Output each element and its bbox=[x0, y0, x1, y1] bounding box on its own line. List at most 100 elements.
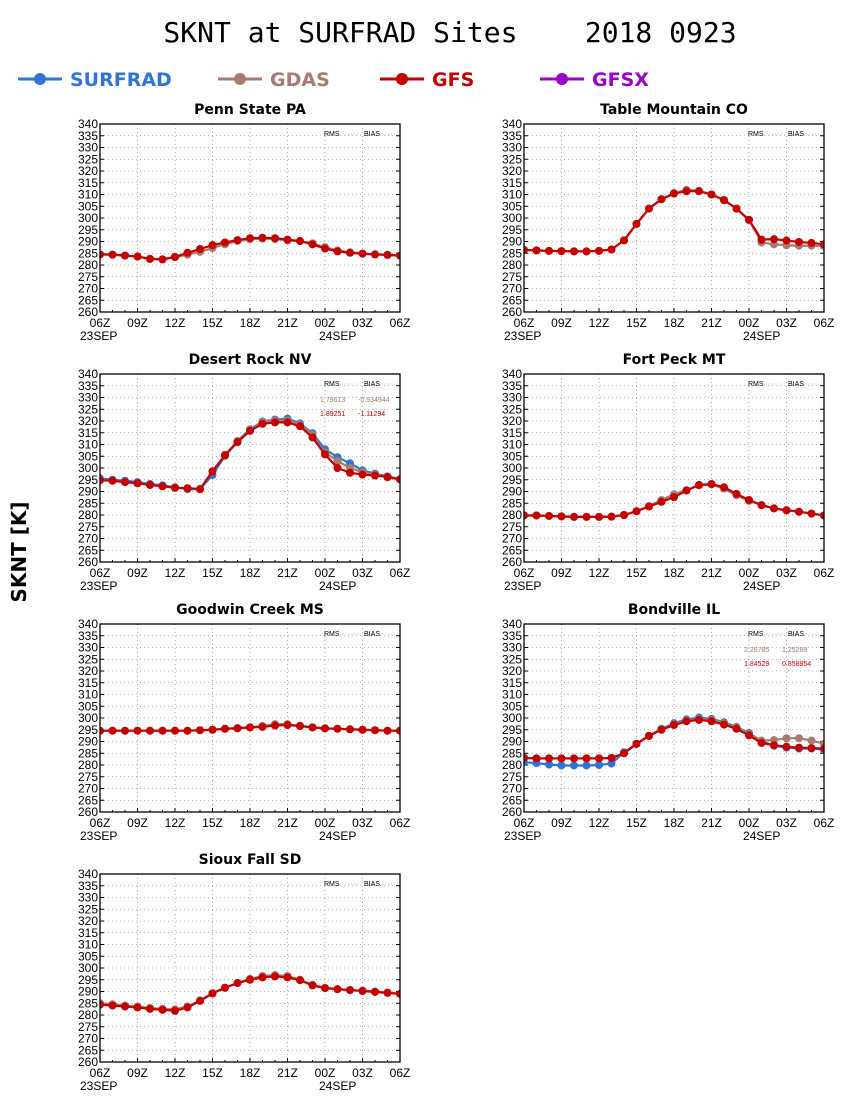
y-tick-label: 310 bbox=[78, 688, 98, 702]
y-tick-label: 305 bbox=[78, 949, 98, 963]
y-tick-label: 285 bbox=[78, 496, 98, 510]
data-point-gfs bbox=[171, 1006, 179, 1015]
data-point-gfs bbox=[100, 476, 104, 485]
panel-title: Penn State PA bbox=[194, 102, 306, 118]
y-tick-label: 270 bbox=[502, 782, 522, 796]
date-label: 23SEP bbox=[80, 329, 117, 343]
data-point-gfs bbox=[358, 987, 367, 996]
x-tick-label: 06Z bbox=[390, 1066, 411, 1080]
y-tick-label: 340 bbox=[78, 617, 98, 631]
data-point-gfs bbox=[682, 187, 691, 196]
data-point-gfs bbox=[246, 975, 254, 984]
x-tick-label: 12Z bbox=[165, 566, 186, 580]
data-point-gfs bbox=[271, 418, 279, 427]
plot-frame bbox=[523, 373, 825, 563]
x-tick-label: 06Z bbox=[90, 316, 111, 330]
data-point-gfs bbox=[632, 219, 641, 228]
data-point-gfs bbox=[545, 511, 553, 520]
data-point-gfs bbox=[283, 235, 292, 244]
data-point-gfs bbox=[146, 726, 154, 735]
data-point-gfs bbox=[582, 512, 591, 521]
panel-penn-state-pa: Penn State PA 260265270275280285290295300… bbox=[78, 102, 410, 343]
data-point-gfs bbox=[524, 753, 528, 762]
x-tick-label: 03Z bbox=[352, 1066, 373, 1080]
data-point-gfs bbox=[108, 1001, 117, 1010]
stats-bias-value: -0.934944 bbox=[358, 397, 390, 404]
plot-frame bbox=[99, 373, 401, 563]
data-point-gfs bbox=[371, 726, 379, 735]
x-tick-label: 03Z bbox=[352, 316, 373, 330]
x-tick-label: 18Z bbox=[240, 1066, 261, 1080]
y-tick-label: 335 bbox=[78, 629, 98, 643]
y-tick-label: 320 bbox=[78, 414, 98, 428]
y-tick-label: 260 bbox=[78, 805, 98, 819]
y-tick-label: 315 bbox=[502, 176, 522, 190]
y-tick-label: 310 bbox=[502, 188, 522, 202]
y-tick-label: 275 bbox=[502, 270, 522, 284]
x-tick-label: 12Z bbox=[165, 816, 186, 830]
x-tick-label: 00Z bbox=[315, 566, 336, 580]
y-tick-label: 300 bbox=[78, 461, 98, 475]
x-tick-label: 15Z bbox=[202, 1066, 223, 1080]
panel-fort-peck-mt: Fort Peck MT2602652702752802852902953003… bbox=[502, 352, 834, 593]
data-point-gfs bbox=[657, 195, 666, 204]
x-tick-label: 09Z bbox=[127, 316, 148, 330]
data-point-gfs bbox=[146, 254, 154, 263]
panel-sioux-fall-sd: Sioux Fall SD 260265270275280285290295300… bbox=[78, 852, 410, 1093]
data-point-gfs bbox=[196, 996, 204, 1005]
data-point-gfs bbox=[308, 981, 317, 990]
data-point-gfs bbox=[283, 418, 292, 427]
data-point-gfs bbox=[557, 512, 566, 521]
data-point-gfs bbox=[620, 236, 628, 245]
panel-title: Sioux Fall SD bbox=[199, 852, 302, 868]
data-point-gfs bbox=[820, 240, 824, 249]
y-tick-label: 325 bbox=[502, 152, 522, 166]
stats-bias-header: BIAS bbox=[788, 631, 804, 638]
x-tick-label: 21Z bbox=[701, 566, 722, 580]
data-point-gfs bbox=[570, 247, 578, 256]
x-tick-label: 09Z bbox=[127, 816, 148, 830]
y-tick-label: 335 bbox=[78, 879, 98, 893]
data-point-gfs bbox=[383, 250, 392, 259]
data-point-gfs bbox=[121, 1002, 129, 1011]
data-point-gfs bbox=[695, 187, 703, 196]
data-point-gfs bbox=[632, 507, 641, 516]
x-tick-label: 15Z bbox=[202, 816, 223, 830]
x-tick-label: 09Z bbox=[551, 816, 572, 830]
y-tick-label: 315 bbox=[502, 676, 522, 690]
x-tick-label: 09Z bbox=[127, 1066, 148, 1080]
series-group bbox=[100, 720, 400, 735]
x-tick-label: 06Z bbox=[390, 816, 411, 830]
y-tick-label: 285 bbox=[78, 746, 98, 760]
legend-label: GFSX bbox=[592, 69, 649, 91]
date-label: 23SEP bbox=[504, 579, 541, 593]
legend-marker bbox=[34, 73, 46, 85]
stats-rms-value: 1.89251 bbox=[320, 411, 345, 418]
y-tick-label: 270 bbox=[502, 532, 522, 546]
panel-title: Goodwin Creek MS bbox=[176, 602, 324, 618]
data-point-gfs bbox=[333, 724, 342, 733]
data-point-gfs bbox=[171, 726, 179, 735]
y-tick-label: 340 bbox=[502, 117, 522, 131]
data-point-gfs bbox=[271, 972, 279, 981]
data-point-gfs bbox=[383, 726, 392, 735]
y-tick-label: 330 bbox=[78, 891, 98, 905]
y-tick-label: 310 bbox=[502, 438, 522, 452]
x-tick-label: 09Z bbox=[551, 566, 572, 580]
y-tick-label: 325 bbox=[78, 902, 98, 916]
x-tick-label: 06Z bbox=[514, 816, 535, 830]
y-tick-label: 290 bbox=[78, 735, 98, 749]
legend-label: GDAS bbox=[270, 69, 330, 91]
y-tick-label: 320 bbox=[78, 914, 98, 928]
data-point-gfs bbox=[171, 483, 179, 492]
y-tick-label: 340 bbox=[78, 367, 98, 381]
y-tick-label: 300 bbox=[78, 711, 98, 725]
data-point-gfs bbox=[183, 726, 192, 735]
data-point-gfs bbox=[346, 468, 354, 477]
x-tick-label: 03Z bbox=[776, 816, 797, 830]
x-tick-label: 21Z bbox=[701, 816, 722, 830]
data-point-gfs bbox=[670, 721, 678, 730]
data-point-gfs bbox=[271, 721, 279, 730]
data-point-gfs bbox=[524, 511, 528, 520]
x-tick-label: 06Z bbox=[514, 566, 535, 580]
